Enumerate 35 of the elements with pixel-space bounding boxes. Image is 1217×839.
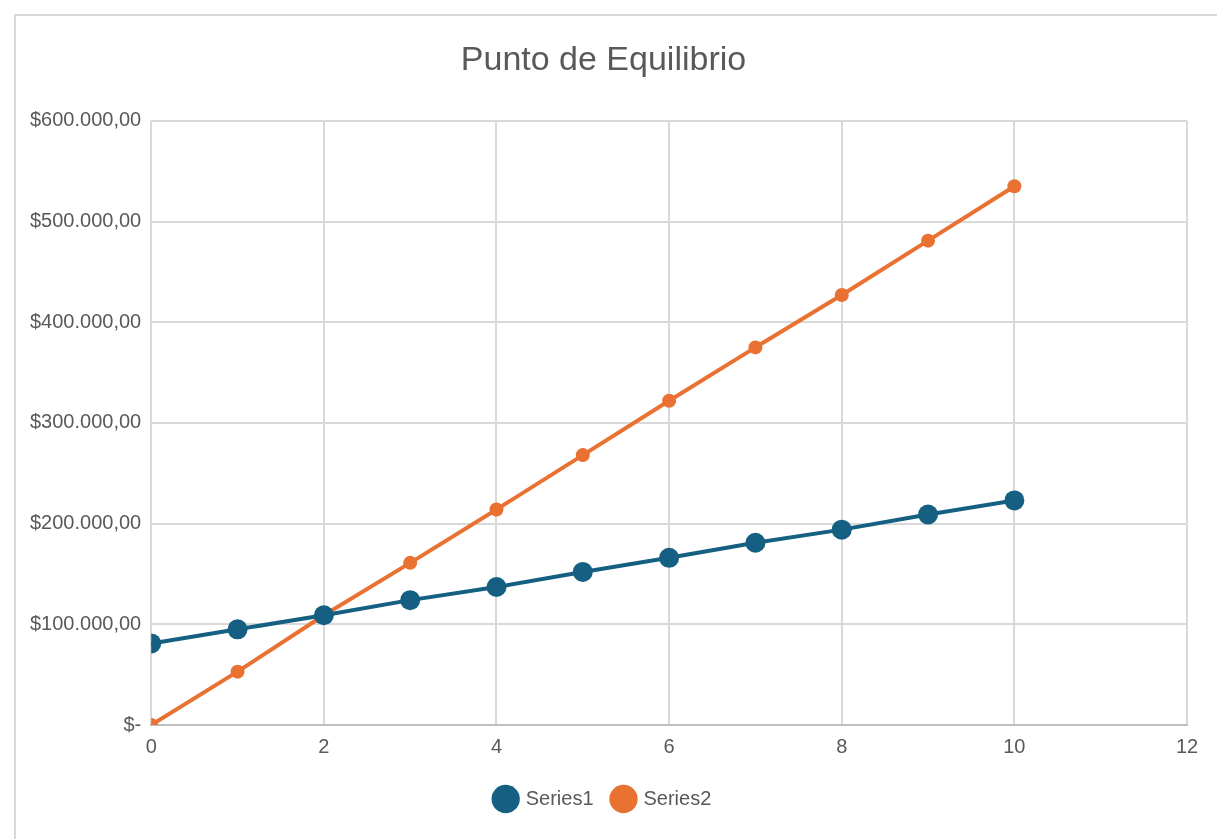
point — [575, 448, 590, 463]
point — [831, 519, 852, 540]
point — [572, 561, 593, 582]
point — [227, 619, 248, 640]
point — [489, 502, 504, 517]
x-tick-label: 6 — [663, 734, 675, 757]
x-tick-label: 8 — [836, 734, 848, 757]
x-tick-label: 12 — [1175, 734, 1199, 757]
x-tick-label: 2 — [318, 734, 330, 757]
point — [748, 340, 763, 355]
point — [1004, 490, 1025, 511]
point — [662, 393, 677, 408]
point — [745, 532, 766, 553]
point — [834, 288, 849, 303]
point — [486, 577, 507, 598]
x-tick-label: 4 — [490, 734, 503, 757]
point — [659, 547, 680, 568]
y-tick-label: $500.000,00 — [29, 209, 142, 232]
y-tick-label: $100.000,00 — [29, 611, 142, 634]
y-tick-label: $200.000,00 — [29, 511, 142, 534]
point — [918, 504, 939, 525]
x-tick-label: 0 — [145, 734, 157, 757]
point — [921, 233, 936, 248]
legend-label: Series2 — [643, 786, 712, 809]
y-tick-label: $- — [123, 712, 142, 735]
y-tick-label: $300.000,00 — [29, 410, 142, 433]
x-tick-label: 10 — [1003, 734, 1026, 757]
legend-label: Series1 — [525, 786, 594, 809]
y-tick-label: $400.000,00 — [29, 309, 142, 332]
point — [1007, 179, 1022, 194]
y-tick-label: $600.000,00 — [29, 108, 142, 131]
point — [230, 664, 245, 679]
point — [400, 590, 421, 611]
chart-title: Punto de Equilibrio — [460, 38, 747, 77]
point — [403, 555, 418, 570]
